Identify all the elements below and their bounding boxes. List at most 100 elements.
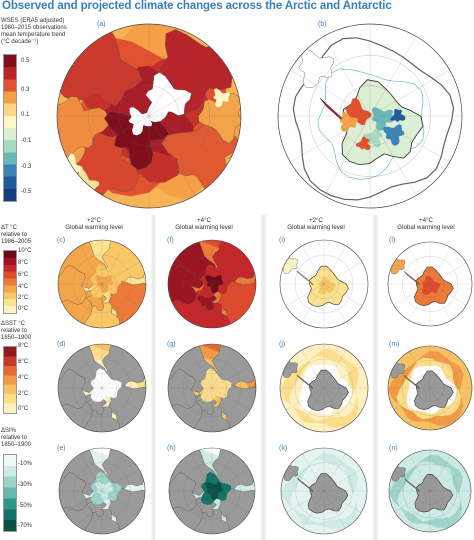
latitude-circle bbox=[416, 477, 444, 505]
legend-title-line-4: (°C decade⁻¹) bbox=[1, 39, 39, 45]
antarctica bbox=[307, 369, 349, 412]
latitude-circle bbox=[73, 462, 131, 520]
meridian-line bbox=[64, 469, 140, 513]
antarctic-sst-2c-map bbox=[279, 343, 369, 433]
antarctic-peninsula bbox=[296, 270, 314, 286]
central-arctic-ice bbox=[128, 107, 154, 136]
column-header-antarctic-2c: +2°C Global warming level bbox=[281, 217, 351, 231]
central-arctic-ice bbox=[145, 72, 192, 123]
landmass bbox=[193, 300, 231, 328]
legend-title-line-2: 1980–2015 observations bbox=[1, 25, 67, 31]
panel-label-l: (l) bbox=[389, 237, 396, 244]
legend-title-line-3: mean temperature trend bbox=[1, 32, 66, 38]
antarctic-sea-ice-2c-map bbox=[280, 447, 368, 535]
map-area bbox=[280, 344, 368, 432]
meridian-line bbox=[79, 245, 125, 323]
map-area bbox=[168, 240, 256, 328]
column-divider bbox=[150, 215, 157, 540]
meridian-line bbox=[174, 469, 250, 513]
tick-label: 0.5 bbox=[21, 58, 30, 64]
sea-ice-edge bbox=[317, 68, 425, 180]
panel-label-a: (a) bbox=[97, 21, 106, 28]
panel-label-k: (k) bbox=[279, 445, 288, 452]
tick-label: 0°C bbox=[18, 406, 29, 412]
latitude-circle bbox=[72, 254, 132, 314]
tick-label: -70% bbox=[18, 523, 33, 529]
arctic-temperature-2c-map bbox=[57, 239, 147, 329]
tick-label: 0.1 bbox=[21, 112, 30, 118]
antarctic-observed-trend-map bbox=[277, 23, 463, 209]
meridian-line bbox=[285, 365, 363, 411]
legend-title-line-2: relative to bbox=[1, 232, 28, 238]
trend-patch bbox=[363, 128, 383, 148]
map-area bbox=[389, 450, 471, 532]
landmass bbox=[57, 96, 109, 158]
map-frame bbox=[57, 343, 147, 433]
arctic-temperature-4c-map bbox=[167, 239, 257, 329]
latitude-circle bbox=[118, 85, 180, 147]
map-area bbox=[278, 24, 462, 208]
meridian-line bbox=[408, 247, 452, 321]
trend-patch bbox=[390, 108, 406, 122]
map-area bbox=[169, 448, 255, 534]
meridian-line bbox=[173, 261, 251, 307]
meridian-line bbox=[80, 453, 124, 529]
meridian-line bbox=[79, 349, 125, 427]
observed-trend-colorbar bbox=[3, 54, 17, 202]
column-divider bbox=[260, 215, 267, 540]
map-frame bbox=[277, 23, 463, 209]
latitude-circle bbox=[87, 476, 117, 506]
meridian-line bbox=[63, 261, 141, 307]
panel-label-i: (i) bbox=[279, 237, 286, 244]
latitude-circle bbox=[87, 373, 117, 403]
meridian-line bbox=[393, 366, 467, 410]
warming-level-caption: Global warming level bbox=[397, 224, 455, 231]
map-area bbox=[58, 344, 146, 432]
central-arctic-ocean bbox=[90, 368, 122, 402]
arctic-sea-ice-4c-map bbox=[168, 447, 256, 535]
meridian-line bbox=[102, 36, 196, 196]
map-area bbox=[388, 242, 472, 326]
latitude-circle bbox=[87, 269, 117, 299]
landmass bbox=[84, 507, 120, 534]
panel-label-d: (d) bbox=[57, 341, 66, 348]
map-area bbox=[388, 346, 472, 430]
meridian-line bbox=[408, 351, 452, 425]
meridian-line bbox=[286, 469, 362, 513]
antarctic-peninsula bbox=[296, 374, 314, 390]
meridian-line bbox=[393, 366, 467, 410]
meridian-line bbox=[190, 453, 234, 529]
meridian-line bbox=[393, 262, 467, 306]
sea-ice-core bbox=[205, 482, 224, 500]
meridian-line bbox=[302, 453, 346, 529]
column-header-arctic-2c: +2°C Global warming level bbox=[59, 217, 129, 231]
tick-label: 6°C bbox=[18, 359, 29, 365]
meridian-line bbox=[409, 455, 451, 527]
meridian-line bbox=[190, 453, 234, 529]
latitude-circle bbox=[294, 254, 354, 314]
meridian-line bbox=[173, 365, 251, 411]
map-frame bbox=[280, 447, 368, 535]
warming-level: +2°C bbox=[87, 217, 101, 224]
legend-title-line-1: ΔT °C bbox=[1, 225, 17, 231]
landmass bbox=[198, 93, 241, 144]
latitude-circle bbox=[182, 358, 242, 418]
latitude-circle bbox=[294, 358, 354, 418]
tick-label: -10% bbox=[18, 461, 33, 467]
meridian-line bbox=[79, 349, 125, 427]
meridian-line bbox=[189, 349, 235, 427]
antarctic-temperature-4c-map bbox=[387, 241, 473, 327]
antarctic-peninsula bbox=[297, 477, 314, 493]
panel-label-n: (n) bbox=[389, 445, 398, 452]
latitude-circle bbox=[309, 55, 431, 177]
warming-level-caption: Global warming level bbox=[65, 224, 123, 231]
tick-label: 4°C bbox=[18, 284, 29, 290]
antarctic-temperature-2c-map bbox=[279, 239, 369, 329]
meridian-line bbox=[285, 261, 363, 307]
map-frame bbox=[387, 241, 473, 327]
legend-title-line-3: 1850–1900 bbox=[1, 335, 32, 341]
antarctica bbox=[414, 370, 454, 411]
meridian-line bbox=[408, 351, 452, 425]
warming-level-caption: Global warming level bbox=[175, 224, 233, 231]
arctic-observed-trend-map bbox=[56, 23, 242, 209]
